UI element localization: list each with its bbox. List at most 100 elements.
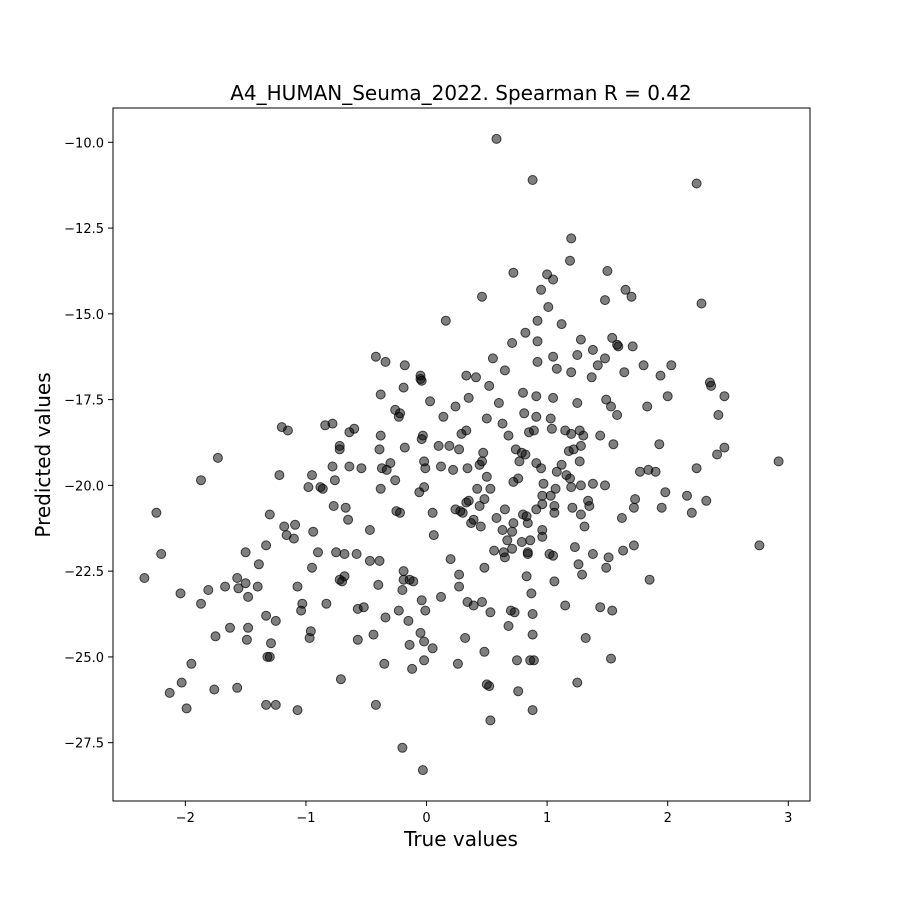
data-point [352, 634, 363, 645]
data-point [521, 571, 532, 582]
data-point [477, 291, 487, 302]
data-point [635, 466, 645, 477]
data-point [196, 598, 206, 609]
data-point [549, 507, 560, 518]
data-point [526, 588, 537, 599]
data-point [375, 430, 386, 441]
data-point [463, 392, 474, 403]
data-point [232, 573, 243, 583]
data-point [203, 585, 214, 595]
data-point [499, 365, 510, 376]
data-point [220, 581, 231, 592]
data-point [279, 521, 290, 532]
data-point [660, 487, 671, 498]
data-point [507, 543, 518, 554]
data-point [499, 504, 510, 515]
data-point [414, 487, 425, 498]
data-point [550, 483, 561, 494]
data-point [527, 609, 538, 619]
data-point [618, 545, 629, 556]
data-point [642, 401, 653, 412]
data-point [472, 483, 483, 494]
x-axis-label: True values [403, 827, 518, 851]
data-point [712, 449, 723, 460]
x-tick-label: 0 [422, 811, 430, 826]
data-point [566, 367, 577, 378]
data-point [479, 646, 490, 657]
data-point [616, 513, 627, 523]
data-point [209, 684, 220, 695]
data-point [586, 372, 597, 383]
data-point [587, 478, 598, 489]
data-point [666, 360, 677, 371]
data-point [460, 633, 471, 643]
y-tick-label: −27.5 [64, 737, 104, 752]
data-point [427, 507, 438, 518]
data-point [491, 513, 502, 523]
data-point [613, 341, 624, 352]
data-point [608, 439, 619, 450]
y-axis-label: Predicted values [31, 372, 55, 537]
data-point [440, 315, 451, 326]
data-point [630, 494, 641, 505]
data-point [603, 552, 614, 563]
data-point [487, 353, 498, 364]
data-point [370, 351, 381, 362]
data-point [462, 463, 473, 474]
data-point [419, 636, 430, 647]
x-tick-label: −1 [296, 811, 315, 826]
data-point [335, 674, 346, 685]
y-axis-ticks: −27.5 −25.0 −22.5 −20.0 −17.5 −15.0 −12.5 −10.0 [64, 136, 113, 752]
data-point [450, 401, 461, 412]
data-point [344, 461, 355, 472]
data-point [454, 581, 465, 592]
data-point [522, 518, 533, 529]
data-point [479, 562, 490, 573]
data-point [577, 569, 588, 580]
data-point [445, 554, 456, 565]
y-tick-label: −17.5 [64, 394, 104, 409]
data-point [650, 466, 661, 477]
data-point [466, 518, 477, 529]
data-point [537, 490, 548, 501]
data-point [595, 430, 606, 441]
data-point [478, 447, 489, 458]
data-point [572, 350, 583, 360]
data-point [315, 482, 326, 493]
data-point [375, 483, 386, 494]
data-point [398, 574, 409, 585]
data-point [600, 295, 610, 306]
data-point [566, 233, 577, 244]
data-point [527, 705, 538, 716]
data-point [398, 382, 409, 393]
data-point [425, 396, 436, 407]
data-point [519, 408, 530, 419]
data-point [607, 605, 618, 616]
data-point [370, 699, 381, 710]
data-point [344, 427, 355, 438]
data-point [627, 341, 638, 352]
data-point [527, 175, 538, 185]
data-point [572, 398, 583, 408]
data-point [508, 476, 519, 487]
data-point [580, 633, 591, 643]
data-point [436, 591, 446, 602]
data-point [514, 456, 525, 467]
data-point [307, 470, 317, 481]
data-point [288, 533, 299, 544]
data-point [551, 466, 562, 477]
data-point [719, 391, 730, 402]
data-point [303, 482, 314, 493]
data-point [538, 478, 549, 489]
data-point [600, 480, 610, 491]
data-point [626, 291, 637, 302]
data-point [454, 569, 465, 580]
data-point [644, 574, 655, 585]
data-point [474, 501, 485, 511]
data-point [531, 411, 542, 422]
data-point [682, 490, 692, 501]
data-point [587, 549, 598, 559]
data-point [461, 370, 472, 381]
data-point [444, 440, 455, 451]
data-point [569, 542, 580, 553]
